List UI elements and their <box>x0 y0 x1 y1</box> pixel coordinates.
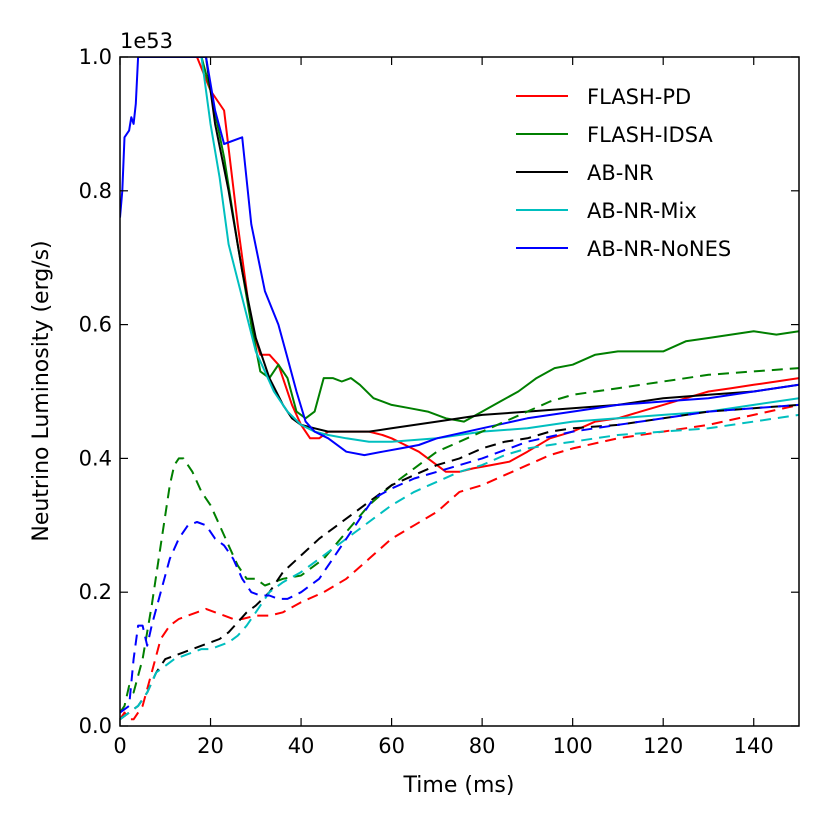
y-tick-label: 0.8 <box>79 179 112 203</box>
series-line-ab-nr-nones-solid <box>120 57 799 457</box>
series-line-ab-nr-nones-dashed <box>120 403 799 714</box>
legend: FLASH-PD FLASH-IDSA AB-NR AB-NR-Mix AB-NR-No… <box>516 85 731 261</box>
plot-frame <box>119 56 800 727</box>
x-tick-label: 0 <box>113 734 126 758</box>
y-tick-label: 0.2 <box>79 580 112 604</box>
series-line-flash-pd-solid <box>196 57 799 473</box>
y-tick-label: 0.4 <box>79 446 112 470</box>
y-tick-label: 0.0 <box>79 714 112 738</box>
ticks-layer: 0 20 40 60 80 100 120 140 0.0 0.2 0.4 0.6 0.8 1.0 <box>79 45 799 758</box>
y-tick-label: 1.0 <box>79 45 112 69</box>
series-line-ab-nr-dashed <box>120 403 799 721</box>
y-axis-label: Neutrino Luminosity (erg/s) <box>29 240 54 541</box>
series-line-flash-idsa-dashed <box>120 367 799 714</box>
x-tick-label: 140 <box>734 734 774 758</box>
legend-label-ab-nr: AB-NR <box>587 161 654 185</box>
legend-label-ab-nr-mix: AB-NR-Mix <box>587 199 697 223</box>
series-line-ab-nr-mix-dashed <box>120 413 799 721</box>
x-tick-label: 20 <box>197 734 224 758</box>
series-line-ab-nr-mix-solid <box>200 57 799 443</box>
x-tick-label: 40 <box>288 734 315 758</box>
x-tick-label: 80 <box>469 734 496 758</box>
legend-label-flash-pd: FLASH-PD <box>587 85 691 109</box>
x-axis-label: Time (ms) <box>403 773 515 798</box>
legend-label-ab-nr-nones: AB-NR-NoNES <box>587 237 731 261</box>
x-tick-label: 120 <box>643 734 683 758</box>
x-tick-label: 60 <box>378 734 405 758</box>
series-layer <box>120 57 799 721</box>
axis-offset-label: 1e53 <box>120 29 173 53</box>
y-tick-label: 0.6 <box>79 313 112 337</box>
x-tick-label: 100 <box>553 734 593 758</box>
legend-label-flash-idsa: FLASH-IDSA <box>587 123 713 147</box>
series-line-flash-pd-dashed <box>120 403 799 721</box>
series-line-ab-nr-solid <box>205 57 799 433</box>
series-line-flash-idsa-solid <box>200 57 799 423</box>
